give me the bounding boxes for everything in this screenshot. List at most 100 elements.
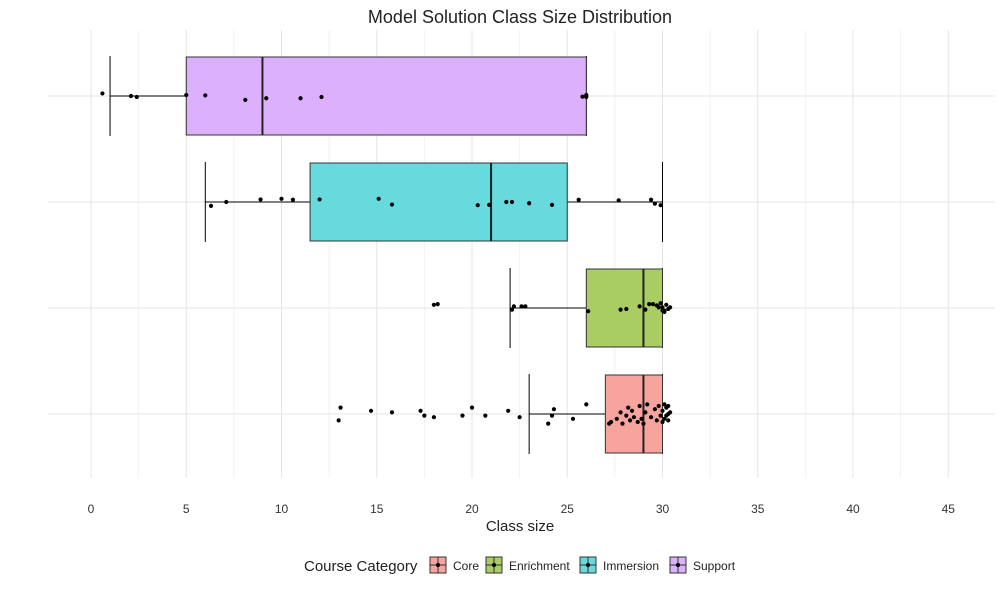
legend: Course Category Core Enrichment Immersion S… bbox=[304, 556, 736, 575]
legend-key-point bbox=[585, 562, 591, 568]
x-tick-label: 45 bbox=[942, 502, 956, 516]
x-tick-label: 15 bbox=[370, 502, 384, 516]
data-point bbox=[637, 403, 642, 409]
data-point bbox=[668, 305, 673, 310]
data-point bbox=[618, 410, 623, 415]
legend-key-point bbox=[435, 562, 441, 568]
data-point bbox=[660, 305, 665, 310]
data-point bbox=[460, 413, 465, 418]
box-immersion bbox=[309, 162, 568, 242]
x-tick-label: 0 bbox=[88, 502, 95, 516]
legend-label: Immersion bbox=[603, 559, 659, 573]
data-point bbox=[586, 309, 591, 314]
legend-items: Core Enrichment Immersion Support bbox=[429, 556, 736, 574]
chart-title: Model Solution Class Size Distribution bbox=[368, 7, 672, 27]
data-point bbox=[635, 419, 640, 425]
data-point bbox=[317, 197, 322, 202]
data-point bbox=[504, 199, 509, 205]
data-point bbox=[660, 419, 665, 425]
data-point bbox=[618, 307, 623, 312]
data-point bbox=[258, 197, 263, 202]
data-point bbox=[650, 302, 656, 307]
x-axis-ticks: 0 5 10 15 20 25 30 35 40 45 bbox=[88, 502, 956, 516]
data-point bbox=[576, 197, 581, 202]
data-point bbox=[208, 203, 214, 208]
data-point bbox=[376, 196, 381, 201]
data-point bbox=[643, 307, 648, 312]
data-point bbox=[631, 415, 637, 420]
jitter-points bbox=[100, 91, 673, 426]
data-point bbox=[224, 199, 229, 205]
data-point bbox=[658, 301, 663, 306]
data-point bbox=[658, 203, 663, 208]
box-core bbox=[604, 374, 663, 454]
data-point bbox=[652, 407, 657, 412]
box-support bbox=[185, 56, 587, 136]
data-point bbox=[100, 91, 105, 96]
data-point bbox=[629, 408, 635, 413]
data-point bbox=[652, 201, 657, 206]
data-point bbox=[662, 416, 667, 421]
data-point bbox=[368, 408, 374, 413]
data-point bbox=[647, 302, 652, 307]
legend-title: Course Category bbox=[304, 558, 418, 575]
legend-key-point bbox=[675, 562, 681, 568]
data-point bbox=[527, 201, 532, 206]
data-point bbox=[389, 410, 395, 415]
data-point bbox=[298, 96, 303, 101]
data-point bbox=[549, 413, 555, 418]
data-point bbox=[290, 197, 296, 202]
data-point bbox=[475, 203, 480, 208]
data-point bbox=[664, 302, 669, 307]
data-point bbox=[645, 402, 650, 407]
data-point bbox=[243, 97, 248, 102]
data-point bbox=[608, 419, 614, 425]
data-point bbox=[656, 305, 661, 310]
data-point bbox=[279, 196, 284, 201]
data-point bbox=[660, 408, 665, 413]
legend-label: Support bbox=[693, 559, 736, 573]
data-point bbox=[658, 413, 663, 418]
data-point bbox=[584, 92, 589, 98]
data-point bbox=[624, 413, 629, 418]
data-point bbox=[336, 418, 341, 423]
data-point bbox=[203, 93, 208, 98]
data-point bbox=[509, 307, 515, 312]
data-point bbox=[551, 407, 557, 412]
data-point bbox=[614, 416, 619, 421]
data-point bbox=[523, 304, 528, 309]
data-point bbox=[418, 408, 423, 413]
data-point bbox=[637, 304, 642, 309]
data-point bbox=[666, 418, 671, 423]
data-point bbox=[616, 198, 621, 203]
x-tick-label: 5 bbox=[183, 502, 190, 516]
data-point bbox=[654, 418, 659, 423]
data-point bbox=[662, 308, 667, 313]
x-tick-label: 40 bbox=[846, 502, 860, 516]
data-point bbox=[431, 415, 436, 420]
x-tick-label: 20 bbox=[465, 502, 479, 516]
x-tick-label: 35 bbox=[751, 502, 765, 516]
data-point bbox=[319, 94, 324, 100]
data-point bbox=[624, 306, 629, 312]
data-point bbox=[580, 94, 585, 99]
data-point bbox=[628, 418, 633, 423]
data-point bbox=[435, 302, 440, 307]
data-point bbox=[511, 304, 517, 309]
x-tick-label: 10 bbox=[275, 502, 289, 516]
data-point bbox=[620, 421, 625, 426]
x-tick-label: 25 bbox=[561, 502, 575, 516]
data-point bbox=[338, 405, 343, 410]
legend-label: Enrichment bbox=[509, 559, 570, 573]
data-point bbox=[517, 415, 522, 420]
data-point bbox=[641, 421, 646, 426]
data-point bbox=[487, 202, 492, 207]
data-point bbox=[128, 93, 134, 99]
legend-label: Core bbox=[453, 559, 479, 573]
data-point bbox=[549, 202, 555, 207]
data-point bbox=[656, 403, 661, 409]
data-point bbox=[648, 415, 654, 420]
x-tick-label: 30 bbox=[656, 502, 670, 516]
x-axis-title: Class size bbox=[486, 518, 554, 535]
data-point bbox=[519, 304, 524, 309]
